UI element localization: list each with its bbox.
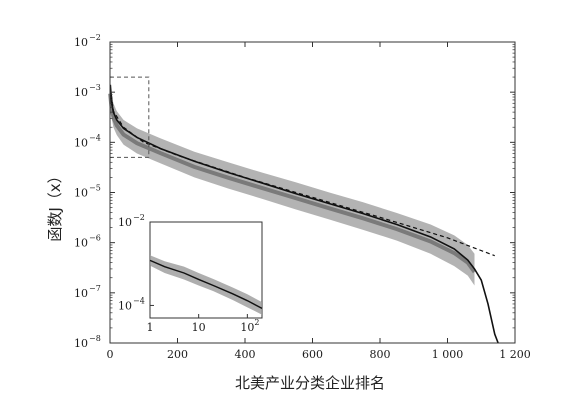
inset-y-tick-exponent: −4 (133, 296, 145, 305)
inset-y-tick-label: 10 (118, 299, 132, 312)
x-tick-label: 600 (302, 348, 323, 361)
data-band-core (108, 93, 477, 274)
x-tick-label: 400 (235, 348, 256, 361)
y-tick-label-exponent: −3 (89, 83, 101, 92)
inset-x-tick-label: 10 (192, 321, 206, 334)
fit-line (109, 84, 499, 344)
y-axis-title: 函数J（x） (46, 168, 64, 241)
x-tick-label: 1 000 (432, 348, 464, 361)
y-tick-label-exponent: −5 (89, 184, 101, 193)
inset-y-tick-exponent: −2 (133, 213, 145, 222)
y-tick-label-exponent: −8 (89, 334, 101, 343)
x-tick-label: 1 200 (499, 348, 531, 361)
inset-fit-line (149, 259, 263, 310)
inset-y-tick-label: 10 (118, 216, 132, 229)
y-tick-label: 10 (74, 187, 88, 200)
y-tick-label: 10 (74, 287, 88, 300)
y-tick-label: 10 (74, 136, 88, 149)
y-tick-label-exponent: −2 (89, 33, 101, 42)
y-tick-label-exponent: −6 (89, 234, 101, 243)
x-tick-label: 800 (370, 348, 391, 361)
dashed-line (109, 88, 495, 257)
data-band-layer (108, 79, 477, 286)
inset-x-tick-label: 1 (147, 321, 154, 334)
y-tick-label: 10 (74, 36, 88, 49)
inset-layer: 1 10 10 210 −210 −4 (118, 213, 263, 334)
y-tick-label: 10 (74, 237, 88, 250)
y-tick-label-exponent: −4 (89, 133, 101, 142)
y-tick-label: 10 (74, 86, 88, 99)
x-axis-title: 北美产业分类企业排名 (235, 374, 385, 392)
inset-x-tick-exponent: 2 (254, 318, 259, 327)
inset-x-tick-label: 10 (240, 321, 254, 334)
y-tick-label: 10 (74, 337, 88, 350)
x-tick-label: 0 (107, 348, 114, 361)
inset-data-band (150, 255, 262, 315)
x-tick-label: 200 (167, 348, 188, 361)
data-band (110, 79, 475, 286)
y-tick-label-exponent: −7 (89, 284, 101, 293)
